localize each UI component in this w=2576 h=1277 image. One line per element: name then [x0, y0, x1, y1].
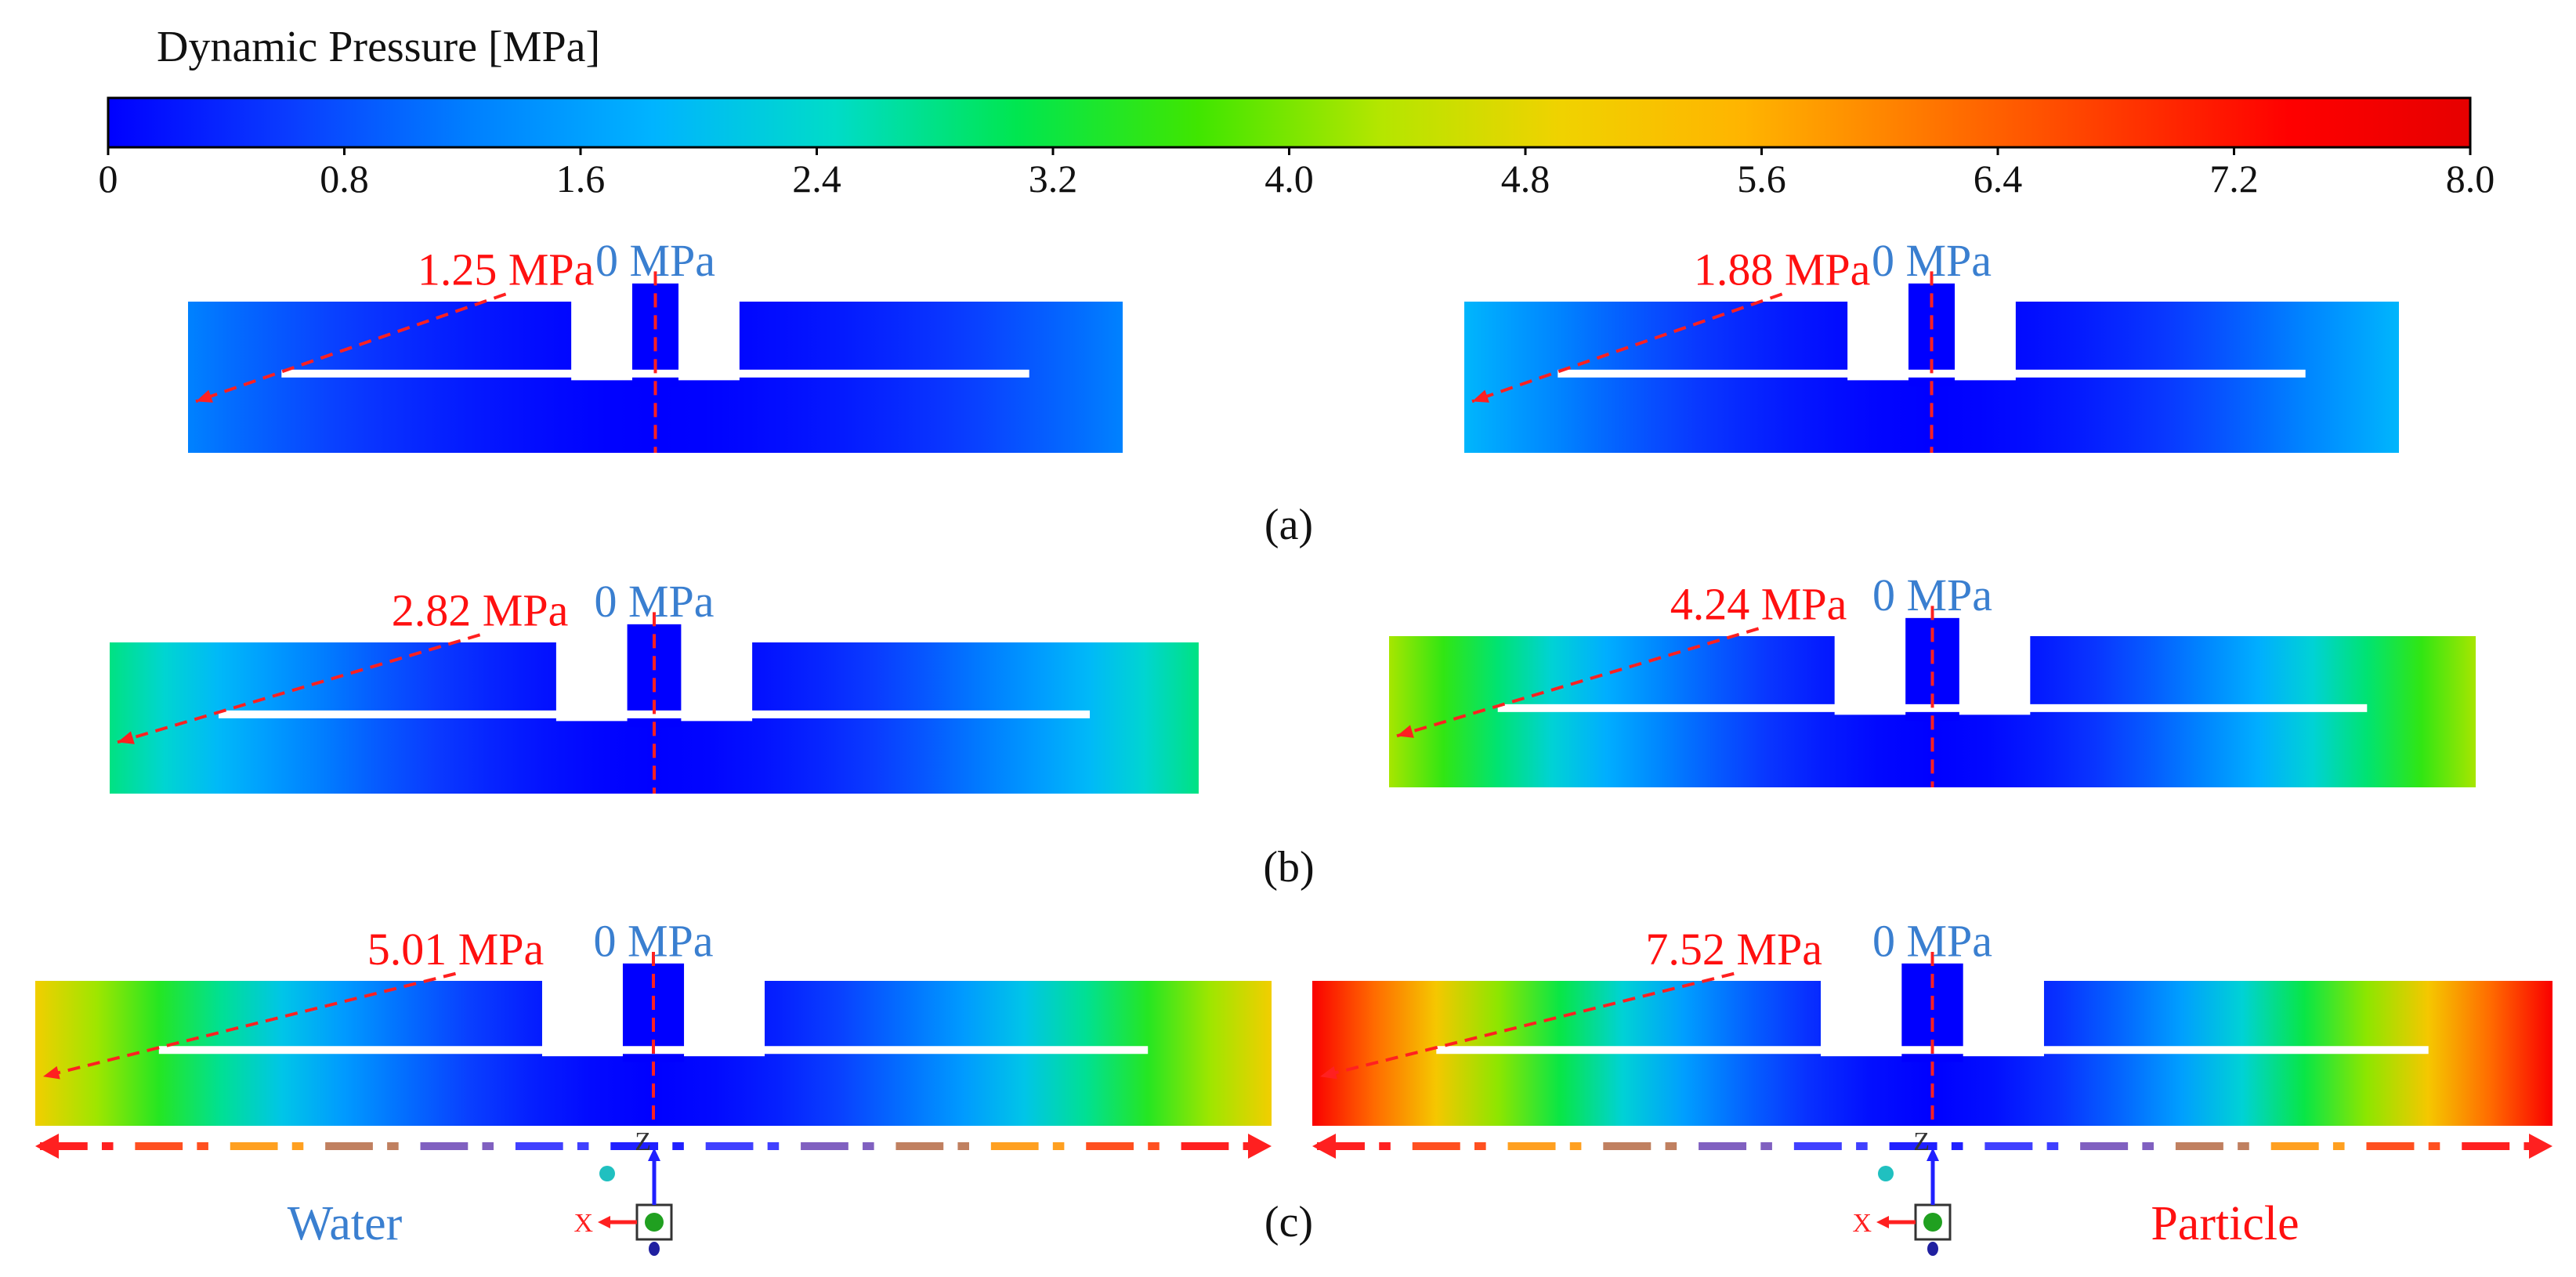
pressure-panel-right-2: 0 MPa 4.24 MPa: [1389, 570, 2476, 787]
colorbar-tick-label: 2.4: [792, 157, 841, 201]
colorbar-tick-label: 4.0: [1264, 157, 1314, 201]
edge-pointer: [1471, 292, 1783, 403]
colorbar-tick-label: 7.2: [2209, 157, 2259, 201]
slit-line: [1497, 704, 2368, 712]
z-axis-head: [1927, 1148, 1939, 1161]
z-axis-head: [648, 1148, 660, 1161]
bottom-arrow-left: [35, 1134, 1272, 1159]
pressure-panel-left-2: 0 MPa 2.82 MPa: [110, 576, 1199, 794]
edge-pointer-head: [1320, 1065, 1337, 1080]
column-label-water: Water: [288, 1197, 403, 1250]
colorbar-tick-label: 3.2: [1029, 157, 1078, 201]
colorbar-tick-label: 1.6: [556, 157, 606, 201]
x-axis-label: X: [1852, 1209, 1872, 1238]
colorbar-tick-label: 0.8: [320, 157, 369, 201]
triad-origin-dot: [599, 1166, 615, 1181]
colorbar-tick-label: 0: [99, 157, 118, 201]
triad-foot: [1927, 1242, 1938, 1256]
pressure-panel-left-3: 0 MPa 5.01 MPa: [35, 916, 1272, 1126]
slit-line: [219, 710, 1090, 718]
colorbar-tick-label: 4.8: [1501, 157, 1550, 201]
arrow-head-left: [1312, 1134, 1336, 1159]
colorbar-tick-label: 6.4: [1974, 157, 2023, 201]
triad-foot: [649, 1242, 660, 1256]
pressure-panel-right-3: 0 MPa 7.52 MPa: [1312, 916, 2552, 1126]
x-axis-head: [1876, 1216, 1889, 1228]
z-axis-label: Z: [635, 1127, 651, 1156]
slit-line: [1558, 369, 2306, 378]
triad-center: [645, 1213, 664, 1232]
x-axis-head: [598, 1216, 610, 1228]
x-axis-label: X: [573, 1209, 593, 1238]
edge-pointer-head: [43, 1065, 60, 1080]
edge-pointer: [1396, 627, 1760, 738]
bottom-arrows: [35, 1134, 2552, 1159]
edge-pointer-head: [1397, 725, 1414, 738]
center-pressure-label: 0 MPa: [1872, 570, 1992, 620]
edge-pressure-label: 1.25 MPa: [418, 244, 595, 295]
center-pressure-label: 0 MPa: [1872, 916, 1992, 967]
arrow-head-left: [35, 1134, 59, 1159]
triad-origin-dot: [1878, 1166, 1894, 1181]
edge-pointer: [42, 971, 457, 1079]
colorbar-ticks: 0 0.8 1.6 2.4 3.2 4.0 4.8 5.6 6.4 7.2 8.0: [99, 147, 2495, 201]
arrow-head-right: [1248, 1134, 1272, 1159]
edge-pressure-label: 4.24 MPa: [1670, 578, 1847, 629]
colorbar: Dynamic Pressure [MPa] 0 0.8 1.6 2.4 3.2 4.0 4…: [99, 23, 2495, 201]
arrow-head-right: [2529, 1134, 2552, 1159]
edge-pressure-label: 7.52 MPa: [1645, 924, 1822, 975]
row-label-b: (b): [1263, 843, 1314, 892]
colorbar-tick-label: 5.6: [1737, 157, 1786, 201]
row-label-a: (a): [1264, 501, 1313, 549]
bottom-arrow-right: [1312, 1134, 2552, 1159]
edge-pressure-label: 5.01 MPa: [367, 924, 545, 975]
edge-pointer: [195, 292, 507, 403]
axes-triad-right: ZX: [1852, 1127, 1952, 1256]
axes-triad-left: ZX: [573, 1127, 673, 1256]
edge-pointer-head: [196, 389, 213, 403]
center-pressure-label: 0 MPa: [595, 235, 715, 286]
center-pressure-label: 0 MPa: [1872, 235, 1992, 286]
edge-pressure-label: 2.82 MPa: [392, 584, 569, 635]
slit-line: [281, 369, 1029, 378]
edge-pointer-head: [1472, 389, 1489, 403]
colorbar-tick-label: 8.0: [2446, 157, 2495, 201]
triad-center: [1923, 1213, 1942, 1232]
center-pressure-label: 0 MPa: [594, 576, 714, 627]
colorbar-title: Dynamic Pressure [MPa]: [157, 23, 600, 71]
edge-pointer: [117, 633, 481, 744]
column-label-particle: Particle: [2151, 1197, 2299, 1250]
center-pressure-label: 0 MPa: [593, 916, 713, 967]
z-axis-label: Z: [1913, 1127, 1930, 1156]
row-label-c: (c): [1264, 1198, 1313, 1246]
edge-pointer: [1319, 971, 1735, 1079]
edge-pressure-label: 1.88 MPa: [1694, 244, 1871, 295]
edge-pointer-head: [118, 731, 135, 744]
colorbar-gradient: [107, 96, 2472, 149]
